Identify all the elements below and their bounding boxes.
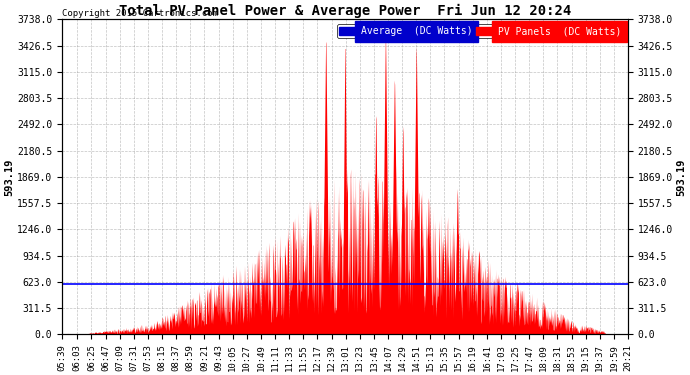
Y-axis label: 593.19: 593.19 bbox=[676, 158, 686, 196]
Title: Total PV Panel Power & Average Power  Fri Jun 12 20:24: Total PV Panel Power & Average Power Fri… bbox=[119, 4, 571, 18]
Legend: Average  (DC Watts), PV Panels  (DC Watts): Average (DC Watts), PV Panels (DC Watts) bbox=[337, 24, 623, 38]
Text: Copyright 2015 Cartronics.com: Copyright 2015 Cartronics.com bbox=[62, 9, 218, 18]
Y-axis label: 593.19: 593.19 bbox=[4, 158, 14, 196]
